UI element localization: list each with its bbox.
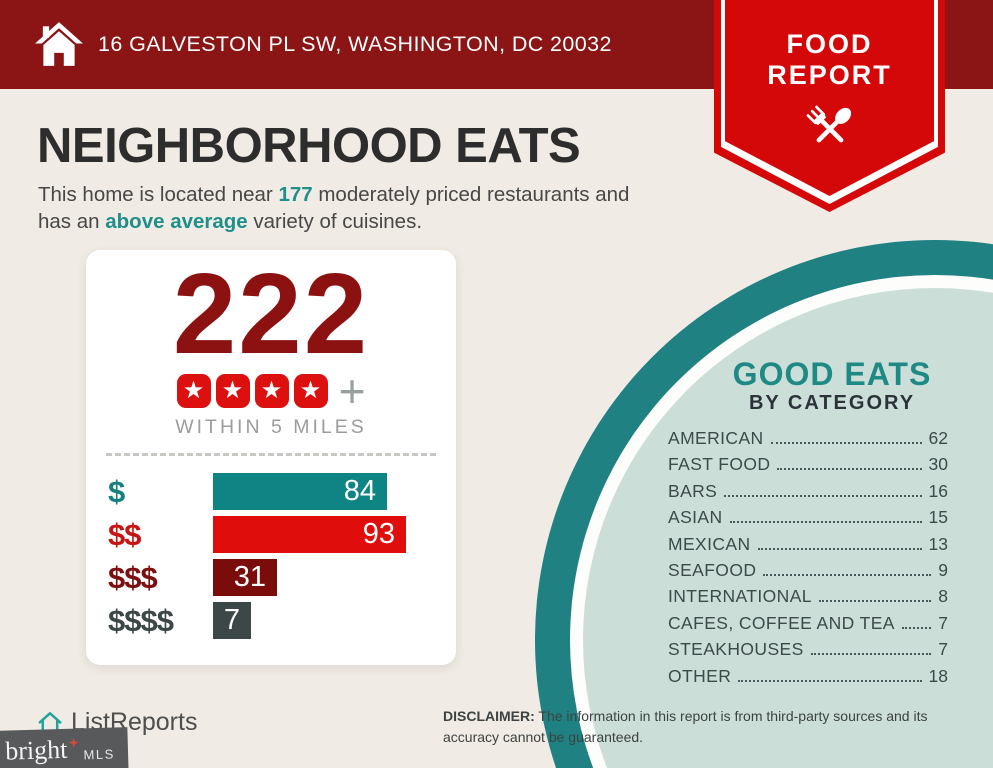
disclaimer-body: The information in this report is from t… — [443, 708, 928, 745]
dotted-leader — [777, 468, 922, 471]
category-row: FAST FOOD 30 — [668, 454, 948, 480]
category-name: CAFES, COFFEE AND TEA — [668, 612, 895, 633]
dotted-leader — [763, 573, 932, 576]
category-row: MEXICAN 13 — [668, 534, 948, 560]
category-row: AMERICAN 62 — [668, 428, 948, 454]
category-row: CAFES, COFFEE AND TEA 7 — [668, 613, 948, 639]
category-name: STEAKHOUSES — [668, 639, 804, 660]
bright-wordmark: bright — [4, 734, 68, 766]
category-row: ASIAN 15 — [668, 507, 948, 533]
mls-wordmark: MLS — [83, 746, 115, 762]
category-name: AMERICAN — [668, 428, 764, 448]
category-row: BARS 16 — [668, 481, 948, 507]
intro-sentence: This home is located near 177 moderately… — [38, 181, 718, 235]
intro-part2: moderately priced restaurants and — [312, 183, 630, 206]
intro-part3: has an — [38, 210, 106, 234]
category-count: 8 — [938, 586, 948, 607]
price-bar: 84 — [213, 473, 387, 510]
category-name: MEXICAN — [668, 533, 751, 554]
dotted-leader — [818, 600, 932, 603]
price-bar-row: $ 84 — [86, 473, 456, 510]
price-bar-value: 31 — [233, 561, 266, 593]
category-count: 30 — [928, 454, 948, 475]
category-list: AMERICAN 62 FAST FOOD 30 BARS 16 ASIAN 1… — [668, 428, 948, 692]
category-row: INTERNATIONAL 8 — [668, 586, 948, 612]
category-count: 62 — [928, 428, 948, 448]
total-restaurants: 222 — [172, 251, 370, 378]
good-eats-title: GOOD EATS — [732, 356, 932, 392]
dotted-leader — [724, 494, 922, 497]
price-bar-row: $$ 93 — [86, 516, 456, 553]
restaurant-summary-card: 222 ★ ★ ★ ★ + WITHIN 5 MILES $ 84 $$ 93 $$$ … — [86, 250, 456, 665]
dashed-divider — [106, 453, 436, 456]
spoon-fork-icon — [806, 105, 851, 143]
star-icon: ★ — [215, 374, 250, 408]
star-icon: ★ — [176, 374, 211, 408]
dotted-leader — [770, 442, 922, 444]
plus-sign: + — [338, 365, 366, 417]
badge-title-line2: REPORT — [767, 60, 892, 90]
price-bar-value: 84 — [343, 475, 376, 507]
category-name: FAST FOOD — [668, 454, 771, 475]
category-count: 16 — [928, 480, 948, 501]
star-rating: ★ ★ ★ ★ + — [86, 365, 456, 417]
restaurant-count: 177 — [278, 183, 313, 206]
food-report-badge: FOOD REPORT — [714, 0, 945, 212]
price-bar-chart: $ 84 $$ 93 $$$ 31 $$$$ 7 — [86, 473, 456, 645]
dotted-leader — [738, 679, 922, 682]
price-bar-value: 93 — [362, 518, 395, 550]
dotted-leader — [729, 521, 922, 524]
category-row: OTHER 18 — [668, 666, 948, 692]
category-name: SEAFOOD — [668, 559, 757, 580]
star-icon: ★ — [293, 374, 328, 408]
category-count: 18 — [928, 665, 948, 686]
price-bar-row: $$$ 31 — [86, 559, 456, 596]
home-icon — [35, 22, 83, 66]
dotted-leader — [810, 653, 932, 656]
intro-part4: variety of cuisines. — [247, 210, 423, 234]
price-bar-value: 7 — [223, 604, 241, 636]
disclaimer-text: DISCLAIMER: The information in this repo… — [443, 706, 968, 748]
dotted-leader — [757, 547, 922, 550]
category-count: 9 — [938, 559, 948, 580]
category-name: OTHER — [668, 665, 732, 686]
bright-star-icon — [69, 737, 80, 748]
category-row: STEAKHOUSES 7 — [668, 639, 948, 665]
price-bar: 31 — [213, 559, 277, 596]
price-tier-label: $$ — [108, 516, 141, 552]
radius-label: WITHIN 5 MILES — [175, 416, 367, 438]
price-tier-label: $$$ — [108, 559, 158, 595]
dotted-leader — [901, 626, 932, 629]
property-address: 16 GALVESTON PL SW, WASHINGTON, DC 20032 — [98, 32, 612, 56]
category-count: 13 — [928, 533, 948, 554]
price-tier-label: $$$$ — [108, 602, 174, 638]
page-title: NEIGHBORHOOD EATS — [37, 119, 581, 173]
category-count: 15 — [928, 507, 948, 528]
category-name: ASIAN — [668, 507, 723, 528]
price-bar-row: $$$$ 7 — [86, 602, 456, 639]
badge-title-line1: FOOD — [786, 29, 873, 59]
price-bar: 7 — [213, 602, 251, 639]
category-row: SEAFOOD 9 — [668, 560, 948, 586]
disclaimer-label: DISCLAIMER: — [443, 708, 535, 724]
good-eats-subtitle: BY CATEGORY — [748, 392, 916, 414]
star-icon: ★ — [254, 374, 289, 408]
category-name: BARS — [668, 480, 718, 501]
price-tier-label: $ — [108, 473, 125, 509]
price-bar: 93 — [213, 516, 406, 553]
category-name: INTERNATIONAL — [668, 586, 812, 607]
bright-mls-logo: bright MLS — [0, 727, 129, 768]
variety-highlight: above average — [105, 210, 248, 234]
category-count: 7 — [938, 612, 948, 633]
category-count: 7 — [938, 639, 948, 660]
intro-part1: This home is located near — [38, 183, 279, 206]
